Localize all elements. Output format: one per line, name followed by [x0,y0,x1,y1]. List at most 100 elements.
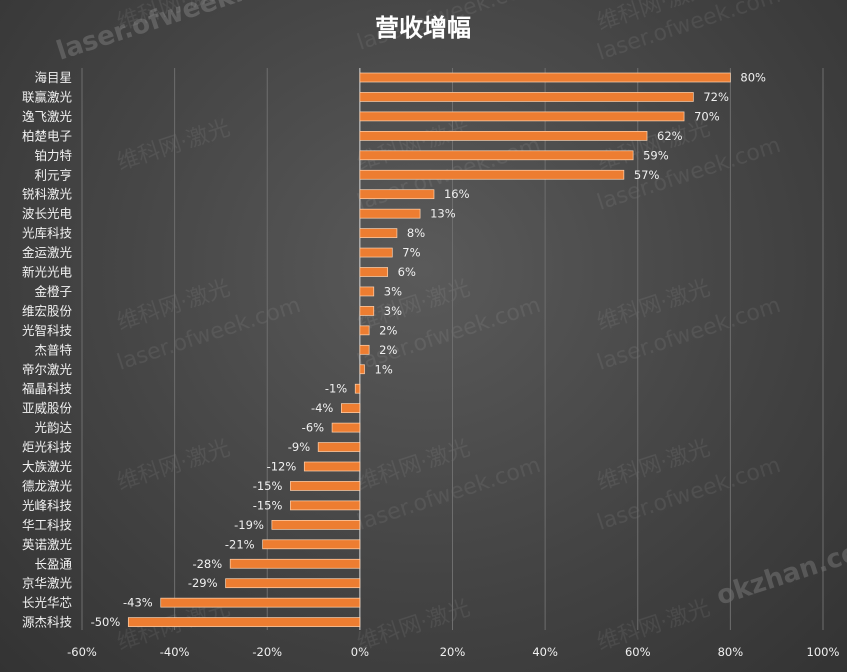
category-label: 金橙子 [34,284,72,299]
data-label: -12% [267,460,297,474]
bar [359,364,365,375]
bar [359,208,421,219]
data-label: 6% [398,265,416,279]
watermark-text: laser.ofweek.com [53,0,304,67]
category-label: 联赢激光 [22,89,72,104]
x-tick-label: 0% [351,645,369,659]
bar [359,169,625,180]
data-label: -19% [234,518,264,532]
watermark-text: okzhan.com [713,529,847,612]
data-label: 72% [703,90,729,104]
category-label: 海目星 [34,70,72,85]
category-label: 维宏股份 [22,303,73,318]
bar [262,539,361,550]
category-label: 逸飞激光 [22,109,72,124]
data-label: 1% [375,362,393,376]
data-label: -1% [325,382,347,396]
category-label: 源杰科技 [22,615,73,630]
watermark-text: 维科网·激光 [114,436,233,496]
bar [359,150,634,161]
data-label: 8% [407,226,425,240]
bar [290,500,361,511]
data-label: -21% [225,537,255,551]
data-label: 3% [384,304,402,318]
x-tick-label: -40% [160,645,190,659]
bar [331,422,361,433]
data-label: 3% [384,284,402,298]
data-label: 62% [657,129,683,143]
x-tick-label: 20% [440,645,466,659]
category-label: 福晶科技 [22,381,73,396]
category-label: 柏楚电子 [22,128,72,143]
category-label: 光韵达 [34,420,72,435]
category-label: 华工科技 [22,517,73,532]
category-label: 帝尔激光 [22,362,72,377]
category-label: 长盈通 [34,556,72,571]
bar [303,461,361,472]
bar [359,344,370,355]
category-label: 光库科技 [22,226,73,241]
bar [359,131,648,141]
watermark-text: 维科网·激光 [594,596,713,656]
x-tick-label: 80% [718,645,744,659]
bar [359,306,375,316]
data-label: 2% [379,323,397,337]
category-label: 利元亨 [34,167,72,182]
bar [359,228,398,238]
bar [359,247,393,258]
category-label: 大族激光 [22,459,72,474]
category-label: 光智科技 [22,323,73,338]
data-label: 13% [430,207,456,221]
category-label: 英诺激光 [22,537,72,552]
x-tick-label: 40% [532,645,558,659]
data-label: -15% [253,498,283,512]
bar [354,383,361,394]
category-label: 波长光电 [22,206,73,221]
category-label: 炬光科技 [22,440,73,455]
data-label: 57% [634,168,660,182]
bar [359,189,435,200]
bar [341,403,361,413]
x-tick-label: -60% [67,645,97,659]
data-label: 70% [694,109,720,123]
bar [290,481,361,491]
bar [160,597,361,608]
bar [229,558,361,569]
data-label: -4% [311,401,333,415]
data-label: 2% [379,343,397,357]
bar [359,72,731,83]
x-tick-label: 60% [625,645,651,659]
bar [127,617,361,627]
bar [359,325,370,336]
data-label: -15% [253,479,283,493]
category-label: 德龙激光 [22,478,72,493]
category-label: 亚威股份 [22,401,73,416]
category-label: 新光光电 [22,265,73,280]
category-label: 锐科激光 [22,187,72,202]
x-tick-label: 100% [807,645,840,659]
data-label: -6% [302,421,324,435]
data-label: 7% [402,246,420,260]
category-label: 杰普特 [34,342,72,357]
category-label: 光峰科技 [22,498,73,513]
data-label: 59% [643,148,669,162]
grid-layer [81,68,824,630]
category-label: 铂力特 [34,148,72,163]
data-label: -29% [188,576,218,590]
bar [359,92,694,102]
watermark-text: 维科网·激光 [114,116,233,176]
data-label: 80% [740,71,766,85]
category-label: 京华激光 [22,576,72,591]
bar [359,286,375,297]
data-label: -28% [192,557,222,571]
chart-title: 营收增幅 [375,13,471,42]
bar-layer [127,72,731,627]
data-label: -43% [123,596,153,610]
data-label: 16% [444,187,470,201]
category-label: 长光华芯 [22,595,72,610]
data-label: -9% [288,440,310,454]
bar [359,111,685,122]
bar [317,442,361,452]
category-label: 金运激光 [22,245,72,260]
